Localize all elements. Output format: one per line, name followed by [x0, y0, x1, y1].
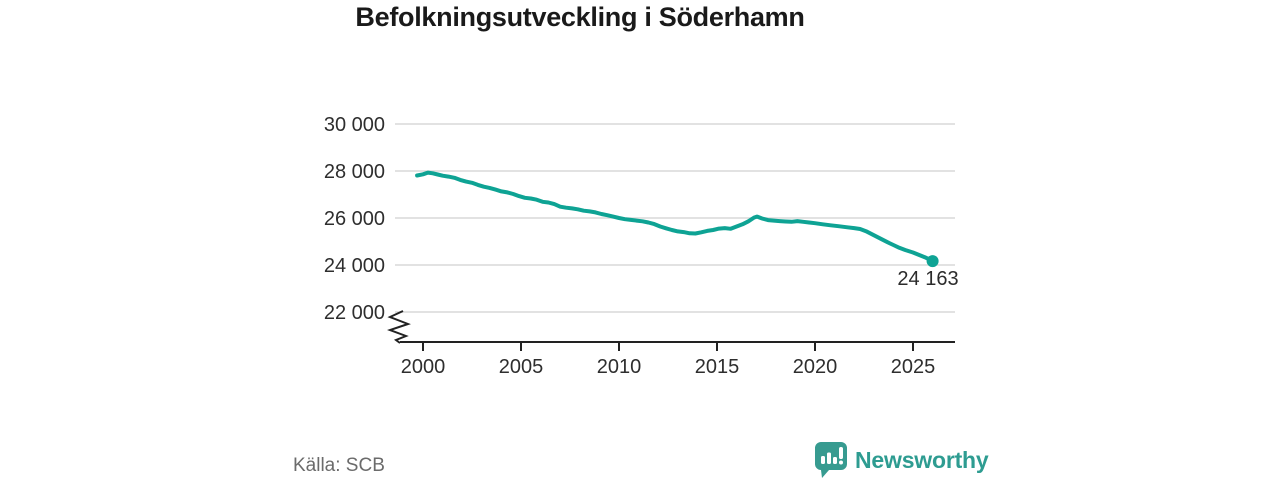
y-tick-label-26000: 26 000 — [324, 208, 385, 230]
y-tick-label-28000: 28 000 — [324, 161, 385, 183]
x-tick-label-2005: 2005 — [499, 356, 544, 378]
y-axis-break-zigzag — [387, 310, 411, 344]
end-point-dot — [926, 255, 939, 268]
end-point-value-label: 24 163 — [897, 268, 958, 290]
population-line-series — [415, 170, 935, 264]
logo-exclamation-dot — [839, 460, 843, 465]
page-title: Befolkningsutveckling i Söderhamn — [355, 2, 805, 32]
logo-bar-2 — [827, 452, 831, 464]
newsworthy-logo-icon — [815, 442, 847, 478]
logo-bar-3 — [833, 457, 837, 464]
x-tick-label-2010: 2010 — [597, 356, 642, 378]
y-tick-label-24000: 24 000 — [324, 255, 385, 277]
logo-exclamation-bar — [839, 447, 843, 459]
x-tick-label-2020: 2020 — [793, 356, 838, 378]
newsworthy-wordmark: Newsworthy — [855, 446, 989, 473]
logo-bar-1 — [821, 456, 825, 464]
y-tick-label-22000: 22 000 — [324, 302, 385, 324]
x-tick-label-2025: 2025 — [891, 356, 936, 378]
x-tick-label-2000: 2000 — [401, 356, 446, 378]
newsworthy-logo: Newsworthy — [812, 441, 989, 479]
x-tick-label-2015: 2015 — [695, 356, 740, 378]
y-tick-label-30000: 30 000 — [324, 114, 385, 136]
source-label: Källa: SCB — [293, 455, 385, 476]
